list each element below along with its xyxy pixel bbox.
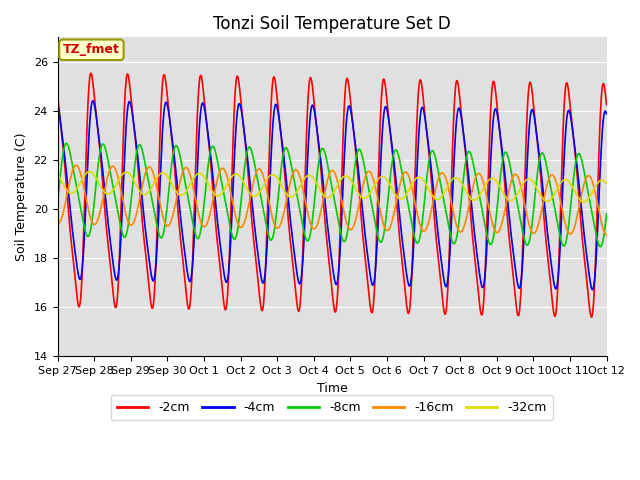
-2cm	[588, 314, 596, 320]
-16cm	[72, 162, 80, 168]
Legend: -2cm, -4cm, -8cm, -16cm, -32cm: -2cm, -4cm, -8cm, -16cm, -32cm	[111, 395, 553, 420]
-4cm	[418, 106, 426, 111]
-4cm	[603, 111, 611, 117]
-2cm	[418, 81, 426, 86]
-16cm	[538, 207, 545, 213]
-16cm	[176, 179, 184, 184]
-8cm	[237, 195, 245, 201]
-16cm	[418, 226, 426, 232]
-16cm	[603, 232, 611, 238]
-8cm	[490, 235, 497, 241]
-4cm	[89, 98, 97, 104]
Line: -2cm: -2cm	[58, 73, 607, 317]
-8cm	[418, 225, 426, 230]
-8cm	[538, 150, 545, 156]
Text: TZ_fmet: TZ_fmet	[63, 43, 120, 56]
-32cm	[176, 192, 184, 198]
-32cm	[538, 194, 545, 200]
X-axis label: Time: Time	[317, 382, 348, 395]
-2cm	[603, 102, 611, 108]
Line: -4cm: -4cm	[58, 101, 607, 290]
-2cm	[538, 186, 545, 192]
Title: Tonzi Soil Temperature Set D: Tonzi Soil Temperature Set D	[213, 15, 451, 33]
-2cm	[87, 71, 95, 76]
-16cm	[490, 224, 497, 229]
-32cm	[54, 171, 61, 177]
-4cm	[490, 117, 497, 123]
-8cm	[176, 153, 184, 159]
-2cm	[163, 86, 170, 92]
-32cm	[603, 180, 611, 186]
-4cm	[589, 287, 596, 293]
-4cm	[163, 100, 170, 106]
-4cm	[176, 209, 184, 215]
-32cm	[86, 169, 93, 175]
Line: -16cm: -16cm	[58, 165, 607, 235]
Line: -32cm: -32cm	[58, 172, 607, 202]
-8cm	[603, 211, 611, 216]
-16cm	[163, 223, 170, 228]
-32cm	[490, 176, 497, 181]
-16cm	[54, 221, 61, 227]
-16cm	[237, 225, 245, 230]
-8cm	[163, 208, 170, 214]
-4cm	[237, 108, 245, 114]
-2cm	[54, 91, 61, 96]
-2cm	[176, 231, 184, 237]
-32cm	[237, 176, 245, 181]
-32cm	[418, 175, 426, 181]
-4cm	[54, 100, 61, 106]
-32cm	[163, 172, 170, 178]
-32cm	[580, 199, 588, 205]
Line: -8cm: -8cm	[58, 144, 607, 247]
-2cm	[490, 79, 497, 84]
-2cm	[237, 104, 245, 109]
-8cm	[596, 244, 604, 250]
-4cm	[538, 174, 545, 180]
Y-axis label: Soil Temperature (C): Soil Temperature (C)	[15, 132, 28, 261]
-8cm	[63, 141, 70, 146]
-8cm	[54, 200, 61, 205]
